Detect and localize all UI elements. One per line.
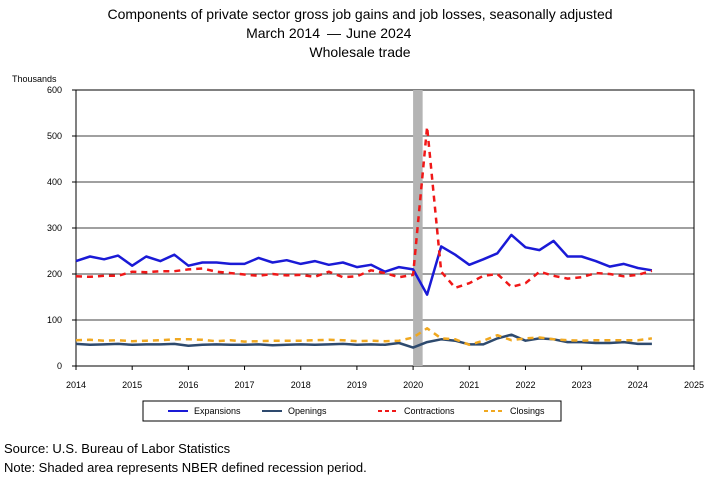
y-tick-label: 100 [47, 315, 62, 325]
subtitle-end: June 2024 [346, 25, 412, 41]
chart-subtitle-industry: Wholesale trade [309, 44, 410, 60]
legend-label-openings: Openings [288, 406, 327, 416]
x-tick-label: 2022 [515, 380, 535, 390]
y-axis-label: Thousands [12, 74, 57, 84]
chart-title: Components of private sector gross job g… [107, 6, 612, 22]
y-tick-label: 0 [57, 361, 62, 371]
x-tick-label: 2024 [628, 380, 648, 390]
x-tick-label: 2020 [403, 380, 423, 390]
series-line-expansions [75, 233, 653, 296]
y-tick-label: 500 [47, 131, 62, 141]
legend-label-expansions: Expansions [194, 406, 241, 416]
legend-box [142, 400, 562, 422]
gridlines [76, 135, 694, 321]
x-tick-label: 2021 [459, 380, 479, 390]
y-tick-label: 200 [47, 269, 62, 279]
x-tick-label: 2025 [684, 380, 704, 390]
y-tick-label: 300 [47, 223, 62, 233]
subtitle-start: March 2014 [246, 25, 320, 41]
subtitle-separator: — [327, 25, 341, 41]
y-tick-label: 600 [47, 85, 62, 95]
chart-subtitle-period: March 2014 — June 2024 [246, 25, 412, 41]
legend: Expansions Openings Contractions Closings [142, 400, 562, 422]
x-tick-label: 2018 [291, 380, 311, 390]
recession-note: Note: Shaded area represents NBER define… [4, 460, 367, 475]
series-line-closings [75, 327, 653, 347]
x-tick-label: 2019 [347, 380, 367, 390]
legend-label-closings: Closings [510, 406, 545, 416]
y-tick-label: 400 [47, 177, 62, 187]
series-line-openings [75, 333, 652, 349]
x-tick-label: 2023 [572, 380, 592, 390]
x-tick-label: 2016 [178, 380, 198, 390]
x-axis: 2014 2015 2016 2017 2018 2019 2020 2021 2022 2023… [66, 366, 704, 390]
legend-label-contractions: Contractions [404, 406, 455, 416]
series-lines [75, 125, 653, 349]
y-axis: 0 100 200 300 400 500 600 [47, 85, 76, 371]
source-note: Source: U.S. Bureau of Labor Statistics [4, 441, 231, 456]
x-tick-label: 2017 [235, 380, 255, 390]
x-tick-label: 2014 [66, 380, 86, 390]
x-tick-label: 2015 [122, 380, 142, 390]
series-line-contractions [75, 125, 653, 290]
